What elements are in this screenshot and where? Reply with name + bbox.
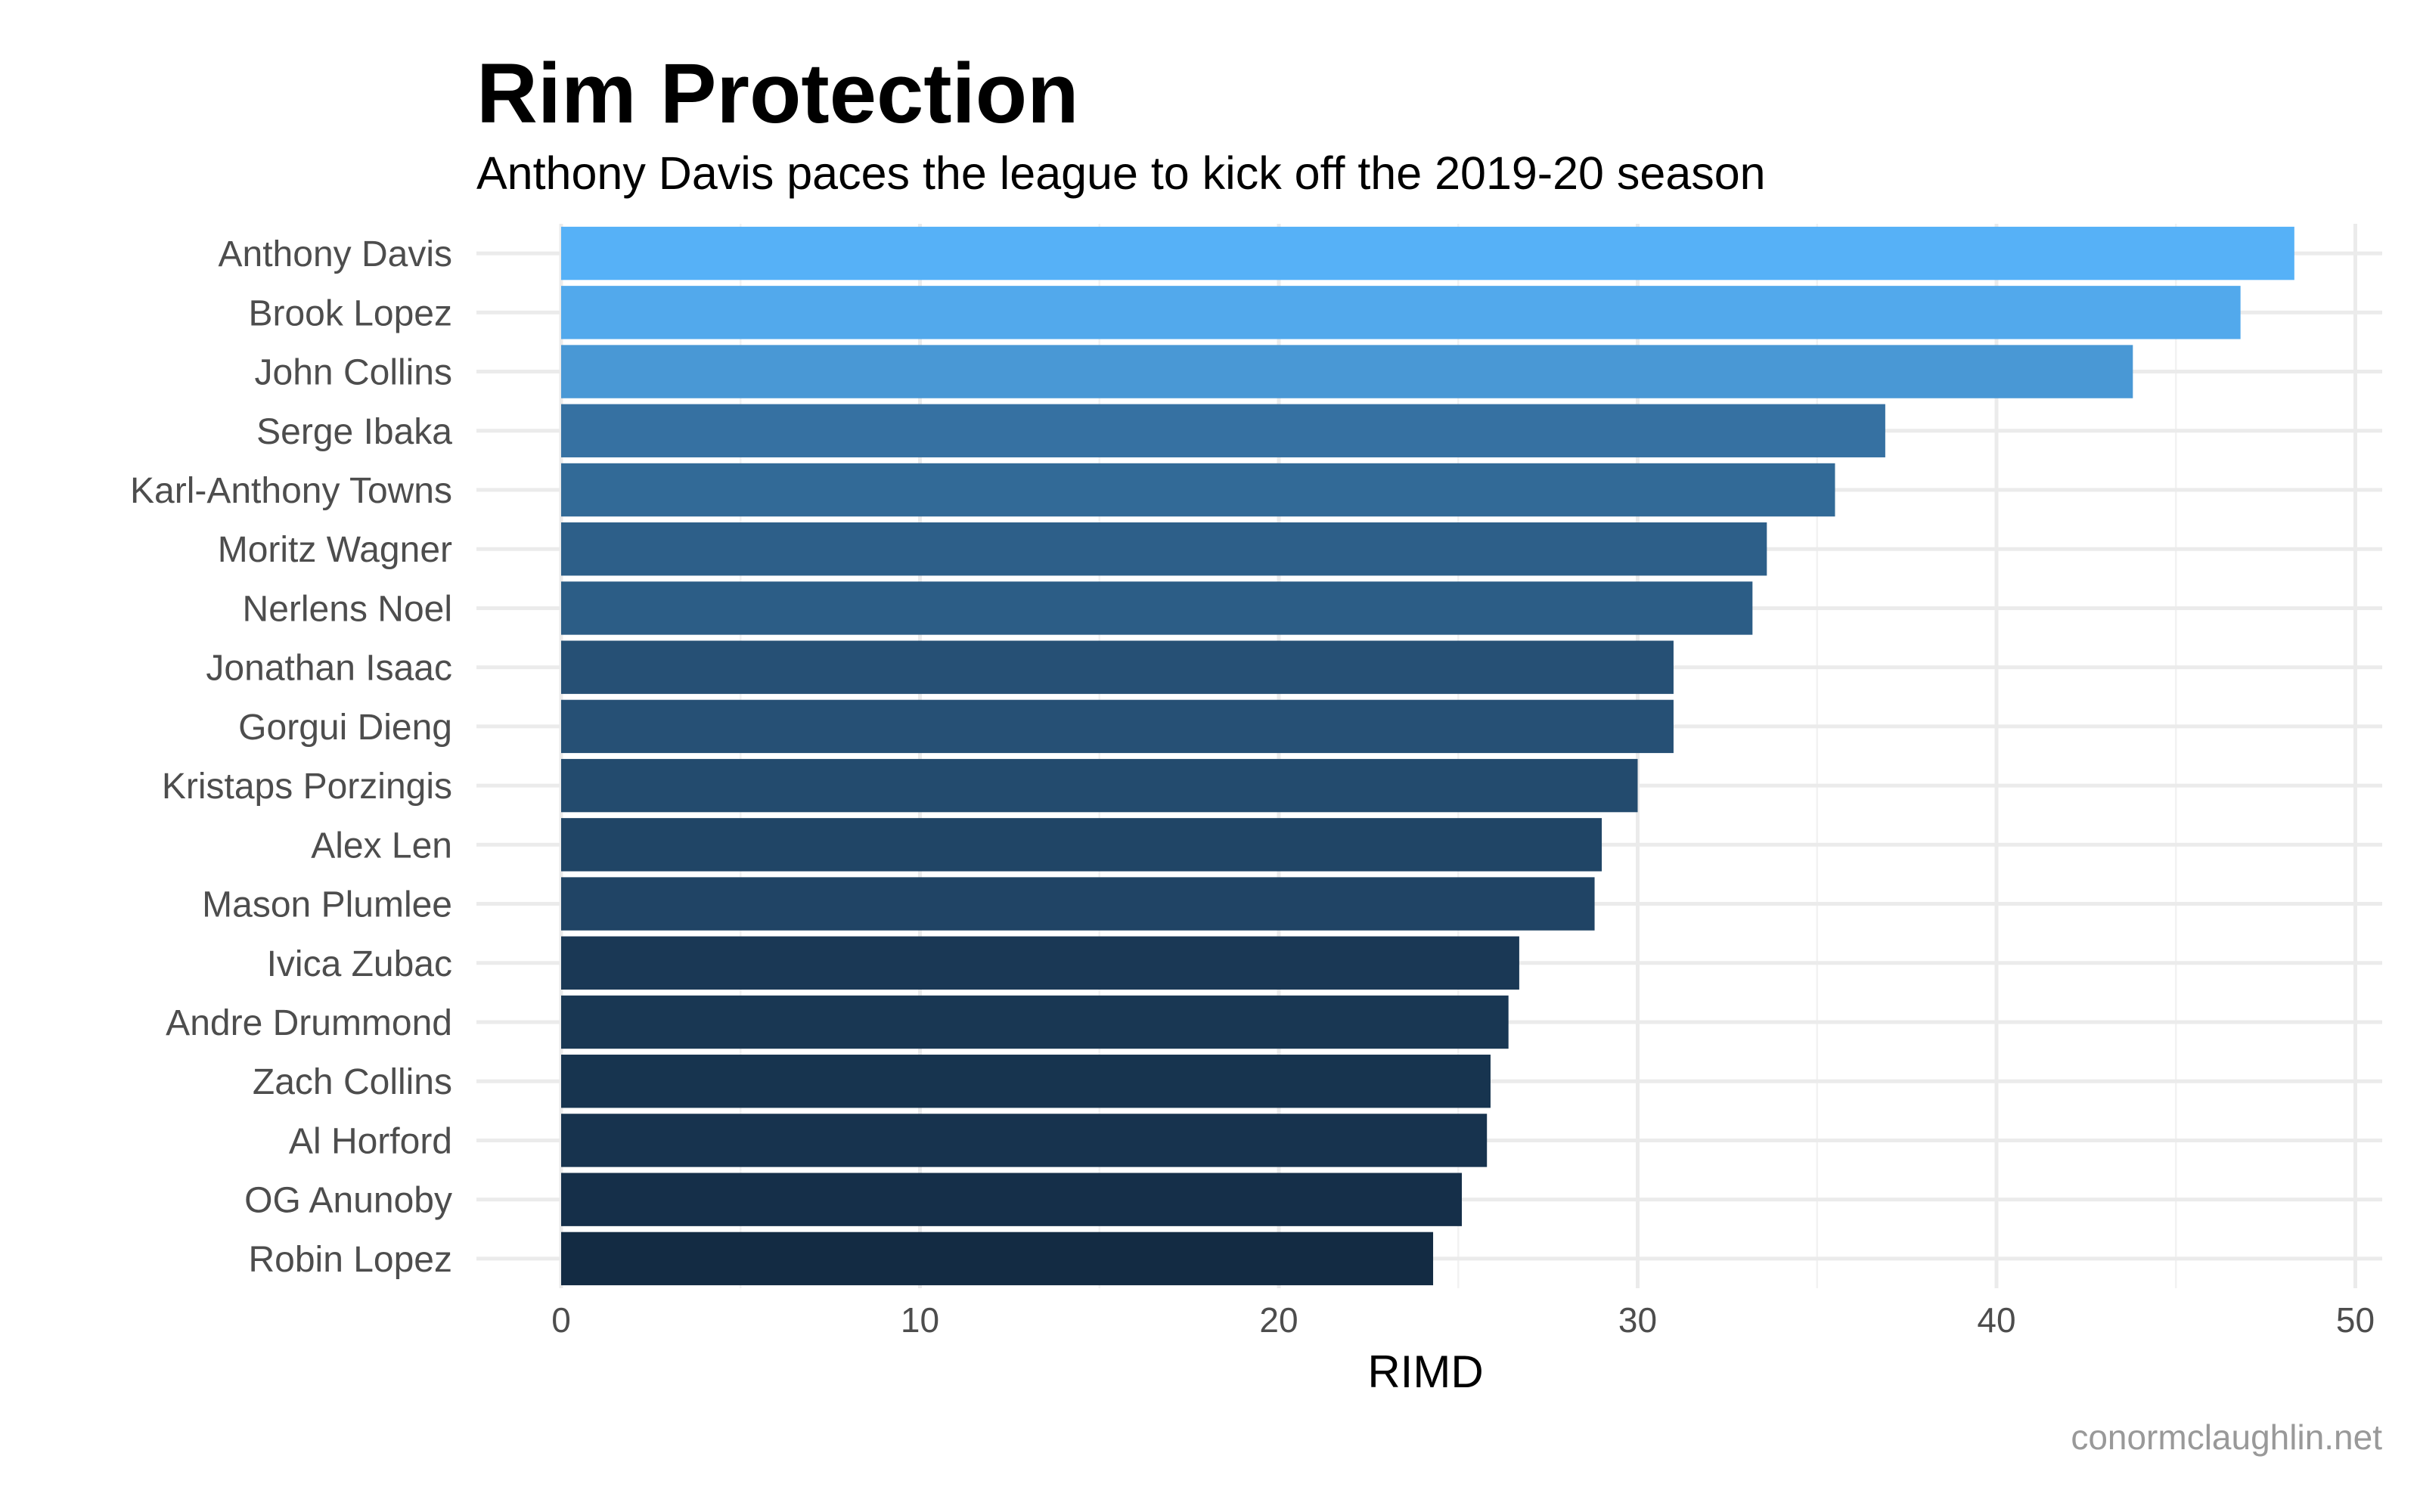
x-tick-label: 40 (1977, 1300, 2015, 1340)
y-tick-label: Anthony Davis (219, 234, 453, 274)
y-tick-label: Brook Lopez (248, 293, 452, 333)
x-tick-label: 50 (2336, 1300, 2375, 1340)
x-tick-label: 10 (901, 1300, 939, 1340)
x-axis-tick-labels: 0 10 20 30 40 50 (551, 1300, 2375, 1340)
y-tick-label: Moritz Wagner (218, 530, 452, 570)
y-tick-label: Andre Drummond (166, 1003, 452, 1043)
bar-moritz-wagner (561, 522, 1767, 576)
bar-alex-len (561, 818, 1602, 872)
bar-serge-ibaka (561, 404, 1885, 457)
y-tick-label: Serge Ibaka (256, 412, 452, 452)
chart-title: Rim Protection (476, 46, 1079, 141)
y-tick-label: Mason Plumlee (202, 885, 452, 925)
bar-ivica-zubac (561, 936, 1519, 990)
x-tick-label: 30 (1618, 1300, 1657, 1340)
y-tick-label: Al Horford (289, 1121, 452, 1161)
bar-nerlens-noel (561, 581, 1753, 635)
bars (561, 226, 2294, 1286)
y-tick-label: Robin Lopez (248, 1240, 452, 1280)
x-tick-label: 20 (1259, 1300, 1298, 1340)
y-tick-label: Kristaps Porzingis (162, 767, 452, 807)
y-tick-label: OG Anunoby (244, 1181, 452, 1221)
y-tick-label: Karl-Anthony Towns (130, 471, 452, 511)
bar-gorgui-dieng (561, 699, 1674, 754)
y-tick-label: John Collins (255, 353, 452, 393)
bar-kristaps-porzingis (561, 758, 1638, 813)
bar-john-collins (561, 345, 2133, 398)
y-axis-tick-labels: Anthony Davis Brook Lopez John Collins Serg… (130, 234, 452, 1280)
chart-caption: conormclaughlin.net (2071, 1418, 2382, 1457)
y-tick-label: Nerlens Noel (243, 589, 452, 629)
bar-mason-plumlee (561, 877, 1595, 931)
y-tick-label: Alex Len (311, 826, 452, 866)
y-tick-label: Jonathan Isaac (206, 649, 452, 689)
chart-subtitle: Anthony Davis paces the league to kick o… (476, 147, 1766, 199)
x-axis-label: RIMD (1367, 1346, 1483, 1397)
bar-andre-drummond (561, 995, 1509, 1049)
y-tick-label: Gorgui Dieng (238, 708, 452, 748)
bar-og-anunoby (561, 1173, 1462, 1226)
bar-anthony-davis (561, 226, 2294, 280)
bar-brook-lopez (561, 286, 2241, 339)
y-tick-label: Zach Collins (253, 1062, 452, 1102)
x-tick-label: 0 (551, 1300, 571, 1340)
bar-al-horford (561, 1114, 1488, 1167)
bar-robin-lopez (561, 1232, 1434, 1286)
bar-jonathan-isaac (561, 640, 1674, 694)
y-tick-label: Ivica Zubac (267, 944, 452, 984)
bar-zach-collins (561, 1055, 1491, 1108)
bar-karl-anthony-towns (561, 463, 1835, 517)
